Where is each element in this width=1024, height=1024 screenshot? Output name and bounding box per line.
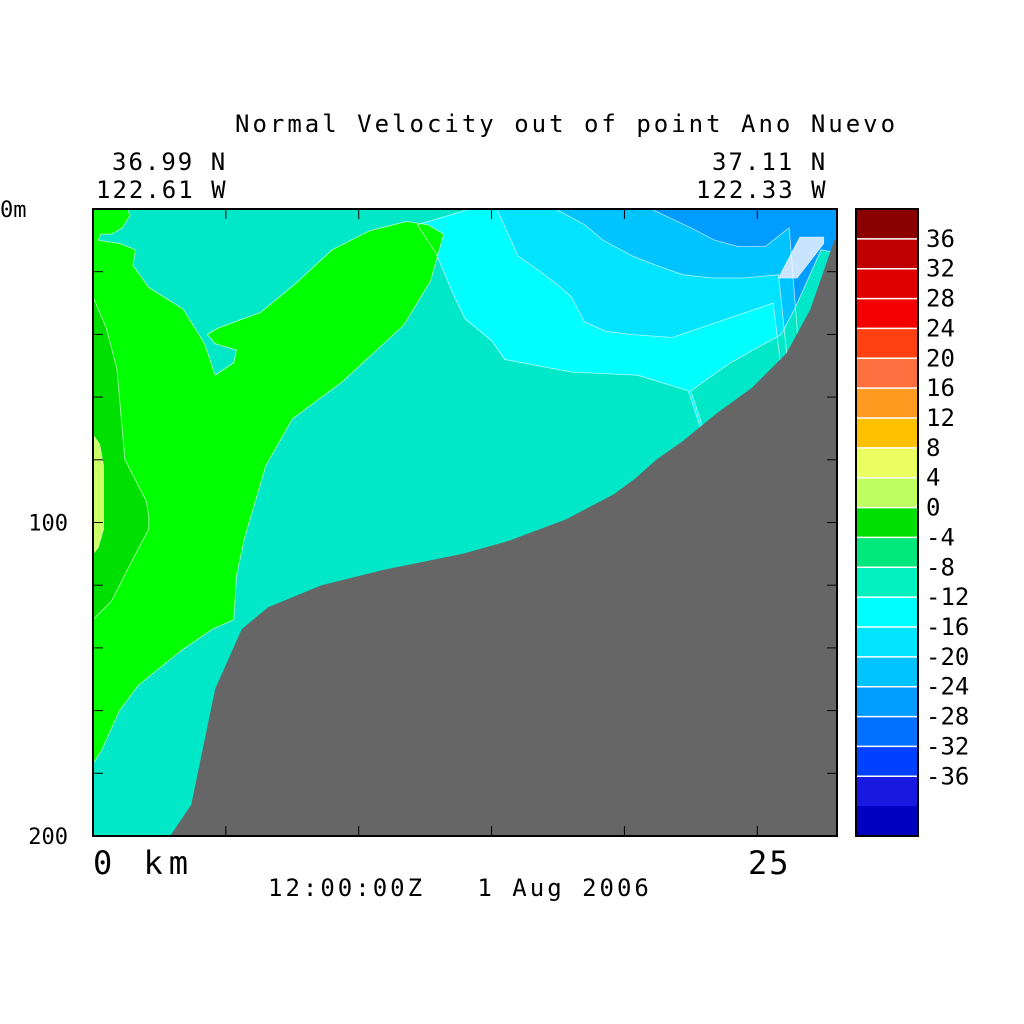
left-longitude-label: 122.61 W	[96, 176, 228, 204]
colorbar-label-9: 0	[926, 494, 940, 522]
colorbar-swatch-19	[856, 776, 918, 807]
colorbar-label-1: 32	[926, 255, 955, 283]
contour-region-6	[93, 296, 149, 620]
y-axis-label-1: 100	[28, 512, 68, 537]
contour-region-5	[93, 209, 444, 764]
colorbar-label-8: 4	[926, 464, 940, 492]
colorbar-swatch-4	[856, 328, 918, 359]
x-axis-label-0: 0 km	[93, 844, 194, 882]
y-axis-label-0: 0m	[0, 198, 27, 223]
colorbar-swatch-5	[856, 358, 918, 389]
colorbar-label-16: -28	[926, 703, 969, 731]
colorbar-swatch-20	[856, 806, 918, 837]
colorbar-label-5: 16	[926, 374, 955, 402]
colorbar-swatch-8	[856, 447, 918, 479]
contour-lines-layer	[93, 209, 837, 836]
colorbar-swatch-2	[856, 268, 918, 300]
contour-line-2	[496, 209, 837, 836]
colorbar-label-14: -20	[926, 643, 969, 671]
contour-line-9	[690, 249, 837, 836]
colorbar-swatch-13	[856, 597, 918, 628]
contour-line-5	[93, 209, 445, 765]
contour-region-7	[93, 434, 104, 554]
colorbar-swatch-11	[856, 537, 918, 568]
colorbar-swatch-1	[856, 238, 918, 270]
colorbar-frame	[855, 208, 919, 837]
contour-line-1	[416, 209, 837, 836]
colorbar-label-7: 8	[926, 434, 940, 462]
colorbar-swatch-10	[856, 507, 918, 538]
colorbar-swatch-3	[856, 298, 918, 329]
contour-line-4	[650, 209, 837, 836]
colorbar-label-18: -36	[926, 762, 969, 790]
contour-line-8	[777, 236, 825, 279]
contour-line-7	[93, 434, 104, 555]
colorbar-swatch-7	[856, 418, 918, 449]
bathymetry-seafloor	[170, 240, 837, 836]
colorbar-label-10: -4	[926, 523, 955, 551]
colorbar-swatch-12	[856, 567, 918, 598]
colorbar-label-6: 12	[926, 404, 955, 432]
colorbar-swatch-16	[856, 686, 918, 718]
colorbar-swatch-18	[856, 746, 918, 777]
colorbar-label-3: 24	[926, 314, 955, 342]
y-axis-label-2: 200	[28, 825, 68, 850]
colorbar-swatch-9	[856, 477, 918, 509]
colorbar-swatch-0	[856, 209, 918, 240]
chart-title: Normal Velocity out of point Ano Nuevo	[235, 110, 899, 138]
colorbar-swatch-6	[856, 388, 918, 419]
colorbar-label-4: 20	[926, 344, 955, 372]
x-axis-label-1: 25	[748, 844, 791, 882]
time-label: 12:00:00Z 1 Aug 2006	[268, 874, 652, 902]
colorbar-swatch-15	[856, 656, 918, 688]
colorbar-label-0: 36	[926, 225, 955, 253]
colorbar-label-13: -16	[926, 613, 969, 641]
right-longitude-label: 122.33 W	[696, 176, 828, 204]
colorbar-label-15: -24	[926, 673, 969, 701]
right-latitude-label: 37.11 N	[712, 148, 828, 176]
contour-region-8	[778, 237, 824, 278]
axis-layer: 0m 100 200 0 km 25	[0, 198, 837, 882]
contour-line-6	[93, 296, 150, 621]
colorbar-label-11: -8	[926, 553, 955, 581]
colorbar-label-12: -12	[926, 583, 969, 611]
colorbar-swatch-17	[856, 716, 918, 747]
left-latitude-label: 36.99 N	[112, 148, 228, 176]
colorbar-swatch-14	[856, 627, 918, 658]
colorbar-label-17: -32	[926, 732, 969, 760]
bathymetry-layer	[170, 240, 837, 836]
colorbar-label-2: 28	[926, 285, 955, 313]
contour-line-3	[555, 209, 837, 836]
colorbar: 36322824201612840-4-8-12-16-20-24-28-32-…	[855, 208, 969, 837]
